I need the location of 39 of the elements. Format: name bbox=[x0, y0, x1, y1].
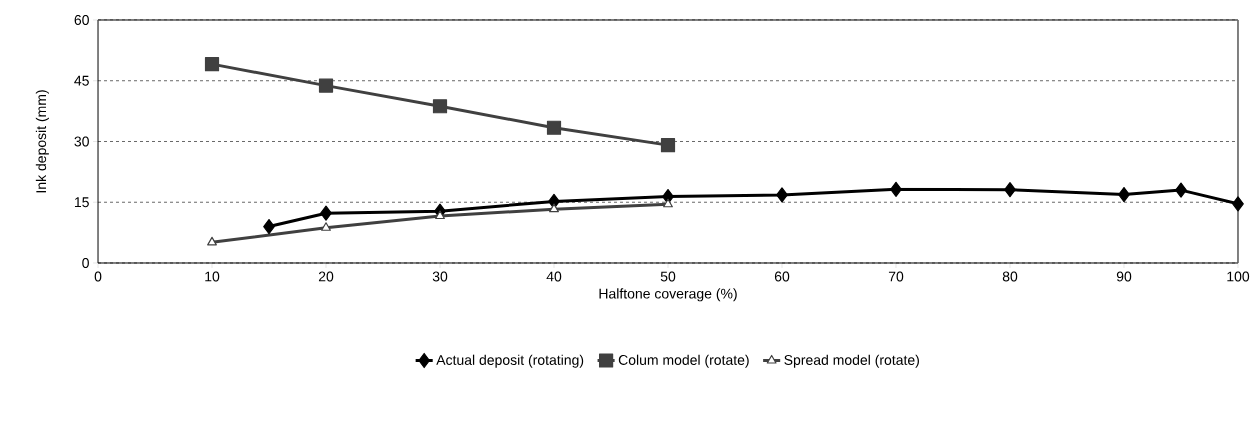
x-axis-title: Halftone coverage (%) bbox=[599, 288, 737, 302]
point bbox=[263, 218, 275, 235]
y-tick-label: 30 bbox=[74, 136, 89, 147]
point bbox=[321, 222, 331, 231]
point bbox=[207, 236, 217, 246]
point bbox=[1004, 182, 1016, 198]
legend-label: Spread model (rotate) bbox=[784, 354, 919, 368]
y-tick-label: 45 bbox=[74, 75, 89, 86]
y-axis-title: Ink deposit (mm) bbox=[35, 90, 49, 193]
point bbox=[1118, 186, 1130, 203]
x-tick-label: 90 bbox=[1116, 271, 1132, 282]
x-tick-label: 0 bbox=[94, 271, 102, 282]
legend-label: Actual deposit (rotating) bbox=[436, 354, 584, 368]
x-tick-label: 80 bbox=[1002, 271, 1018, 282]
y-tick-label: 15 bbox=[74, 197, 89, 208]
point bbox=[660, 138, 676, 153]
x-tick-label: 10 bbox=[205, 271, 220, 282]
x-tick-label: 40 bbox=[546, 271, 562, 282]
x-tick-label: 70 bbox=[888, 271, 904, 282]
point bbox=[435, 210, 445, 220]
point bbox=[204, 57, 220, 72]
x-tick-label: 50 bbox=[660, 271, 676, 282]
legend-label: Colum model (rotate) bbox=[618, 354, 749, 368]
point bbox=[549, 203, 559, 213]
point bbox=[1175, 182, 1187, 198]
y-tick-label: 0 bbox=[82, 258, 89, 268]
point bbox=[1232, 196, 1244, 212]
y-tick-label: 60 bbox=[74, 15, 89, 25]
point bbox=[432, 99, 448, 114]
point bbox=[890, 181, 902, 197]
point bbox=[546, 120, 562, 135]
point bbox=[320, 205, 332, 221]
point bbox=[318, 78, 334, 93]
x-tick-label: 60 bbox=[774, 271, 790, 282]
x-tick-label: 100 bbox=[1227, 271, 1250, 282]
x-tick-label: 20 bbox=[318, 271, 334, 282]
point bbox=[776, 187, 788, 203]
x-tick-label: 30 bbox=[432, 271, 448, 282]
point bbox=[663, 198, 673, 208]
